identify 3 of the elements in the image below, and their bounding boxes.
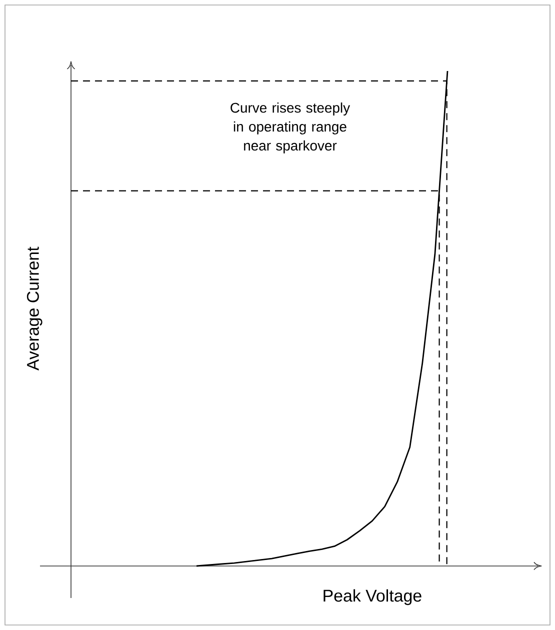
y-axis-title: Average Current [26, 246, 42, 371]
annotation: Curve rises steeply in operating range near sparkover [230, 102, 350, 154]
x-axis-title: Peak Voltage [324, 589, 422, 606]
